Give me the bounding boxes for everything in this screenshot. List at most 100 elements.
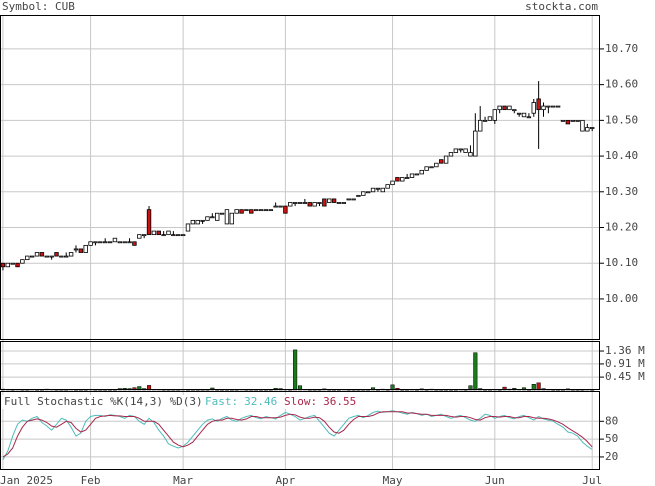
candle-body — [83, 244, 88, 253]
volume-bar — [536, 382, 541, 391]
y-tick-label: 50 — [605, 432, 618, 445]
candle-body — [29, 255, 35, 258]
candle-body — [536, 98, 541, 111]
candle-body — [292, 202, 298, 204]
candle-body — [151, 230, 157, 236]
candle-body — [575, 119, 580, 122]
candle-body — [555, 105, 561, 108]
candle-body — [453, 148, 459, 153]
candle-body — [414, 173, 420, 176]
candle-body — [590, 127, 595, 129]
candle-body — [20, 259, 25, 264]
candle-body — [161, 234, 166, 237]
candle-body — [351, 198, 356, 201]
x-tick-label: Jun — [485, 474, 505, 486]
candle-body — [219, 212, 225, 215]
legend-value: 32.46 — [244, 395, 277, 408]
candle-body — [312, 202, 317, 207]
candle-body — [229, 212, 235, 225]
candle-body — [107, 241, 113, 244]
candle-body — [434, 162, 439, 168]
panel-title: Full Stochastic %K(14,3) %D(3) — [4, 395, 203, 408]
site-label: stockta.com — [525, 0, 598, 13]
x-tick-label: Apr — [275, 474, 295, 486]
candle-body — [39, 252, 45, 257]
y-tick-label: 10.50 — [605, 113, 638, 126]
candle-body — [195, 219, 200, 225]
candle-body — [102, 241, 108, 244]
candle-body — [541, 105, 546, 111]
legend-value: 36.55 — [323, 395, 356, 408]
y-tick-label: 10.20 — [605, 221, 638, 234]
candle-body — [477, 119, 483, 132]
panel-frame — [0, 391, 600, 470]
candle-body — [497, 105, 502, 111]
stochastic-line — [2, 410, 593, 461]
panel-frame — [0, 15, 600, 340]
y-tick-label: 0.45 M — [605, 370, 645, 383]
candle-body — [473, 130, 478, 157]
candle-body — [400, 177, 405, 182]
symbol-label: Symbol: CUB — [2, 0, 75, 13]
candle-body — [171, 234, 176, 237]
legend-name: Slow: — [284, 395, 317, 408]
x-tick-label: Jul — [582, 474, 602, 486]
legend-background — [2, 395, 342, 409]
candle-body — [78, 248, 84, 253]
candle-body — [15, 262, 20, 268]
candle-body — [176, 234, 181, 237]
candle-body — [258, 209, 264, 212]
candle-body — [385, 184, 390, 189]
candle-body — [448, 152, 454, 157]
candle-body — [166, 230, 171, 236]
candle-body — [146, 209, 152, 236]
candle-body — [322, 198, 327, 207]
y-tick-label: 10.10 — [605, 256, 638, 269]
y-tick-label: 1.36 M — [605, 344, 645, 357]
candle-body — [526, 116, 532, 119]
candle-body — [502, 105, 507, 111]
candle-body — [117, 241, 123, 244]
candle-body — [512, 109, 517, 112]
candle-body — [141, 234, 147, 237]
candle-body — [59, 255, 64, 258]
candle-body — [560, 119, 566, 122]
candle-body — [283, 205, 288, 214]
candle-body — [68, 252, 74, 257]
x-tick-label: Mar — [173, 474, 193, 486]
legend-entry: Slow: 36.55 — [284, 395, 356, 408]
candle-body — [297, 202, 303, 204]
candle-body — [0, 262, 6, 268]
candle-body — [273, 205, 278, 208]
candle-body — [521, 112, 527, 118]
x-tick-label: Jan 2025 — [0, 474, 53, 486]
legend-name: Fast: — [205, 395, 238, 408]
candle-body — [132, 241, 137, 246]
candle-body — [307, 202, 312, 207]
candle-body — [244, 209, 249, 212]
candle-body — [565, 119, 571, 125]
legend-entry: Fast: 32.46 — [205, 395, 277, 408]
candle-body — [419, 169, 424, 175]
y-tick-label: 0.91 M — [605, 357, 645, 370]
candle-body — [546, 105, 551, 108]
candle-body — [341, 202, 347, 204]
candle-body — [395, 177, 400, 182]
candle-body — [336, 202, 342, 204]
candle-body — [268, 209, 273, 212]
candle-body — [375, 187, 381, 190]
x-tick-label: May — [383, 474, 403, 486]
candle-body — [210, 216, 215, 219]
candle-body — [49, 255, 54, 258]
candle-body — [424, 166, 429, 171]
candle-body — [249, 209, 254, 214]
candle-body — [346, 198, 351, 201]
candle-body — [185, 223, 191, 232]
candle-body — [263, 209, 269, 212]
candle-body — [200, 219, 205, 222]
y-tick-label: 10.40 — [605, 149, 638, 162]
candle-body — [253, 209, 259, 212]
candle-body — [44, 255, 49, 258]
